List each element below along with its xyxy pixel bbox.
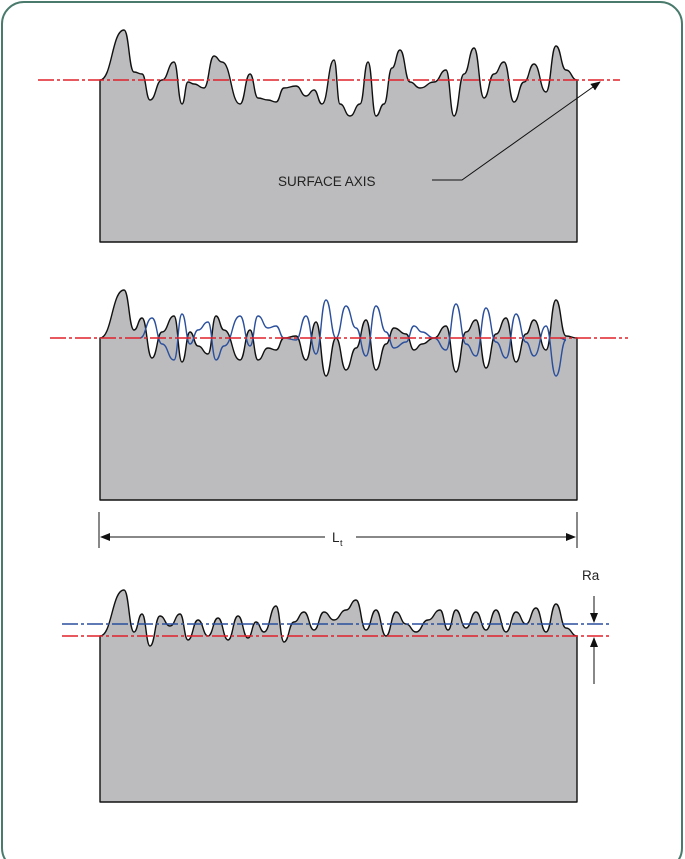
leader-line	[432, 81, 601, 181]
ra-label: Ra	[582, 568, 600, 583]
rough-body-3	[99, 589, 578, 803]
rough-body-1	[99, 29, 578, 243]
panel-3: Ra	[62, 568, 612, 803]
panel-2: L t	[50, 289, 628, 548]
panel-1: SURFACE AXIS	[38, 29, 620, 243]
length-label-subscript: t	[340, 538, 343, 548]
mirrored-profile	[139, 299, 567, 377]
length-label: L	[332, 530, 340, 545]
surface-axis-label: SURFACE AXIS	[278, 174, 376, 189]
